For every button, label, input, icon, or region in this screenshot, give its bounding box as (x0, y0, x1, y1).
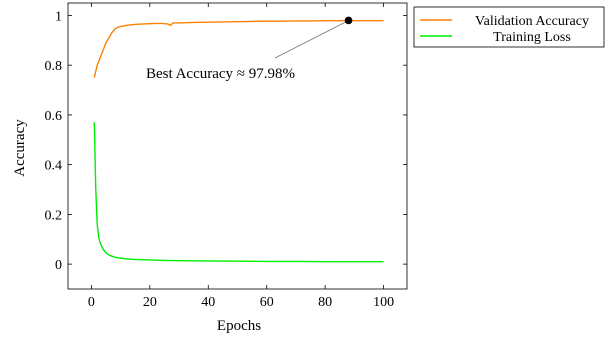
legend-box (413, 6, 605, 48)
y-tick-label: 0 (55, 258, 62, 273)
y-tick-label: 0.6 (45, 109, 63, 124)
annotation-label: Best Accuracy ≈ 97.98% (146, 66, 295, 82)
best-accuracy-point (344, 16, 353, 25)
annotation-leader-line (274, 20, 349, 59)
x-tick-label: 60 (260, 295, 274, 310)
series-layer (93, 19, 384, 263)
x-tick-label: 20 (143, 295, 157, 310)
x-axis-label: Epochs (217, 318, 261, 334)
x-tick-label: 100 (373, 295, 394, 310)
axes: 0 20 40 60 80 100 0 0.2 0.4 0.6 0.8 1 (45, 3, 407, 310)
series-line-validation-accuracy (93, 19, 384, 78)
series-line-training-loss (93, 122, 384, 263)
plot-area (67, 2, 408, 290)
y-tick-label: 0.8 (45, 59, 63, 74)
y-tick-label: 1 (55, 9, 62, 24)
x-tick-label: 0 (88, 295, 95, 310)
legend-entry: Training Loss (493, 30, 571, 45)
x-tick-label: 40 (201, 295, 215, 310)
legend-entry: Validation Accuracy (475, 14, 589, 29)
y-axis-label: Accuracy (12, 119, 28, 177)
x-tick-label: 80 (318, 295, 332, 310)
y-tick-label: 0.4 (45, 159, 63, 174)
y-tick-label: 0.2 (45, 208, 63, 223)
annotation-layer: Best Accuracy ≈ 97.98% (146, 16, 353, 82)
plot-frame (67, 2, 408, 290)
